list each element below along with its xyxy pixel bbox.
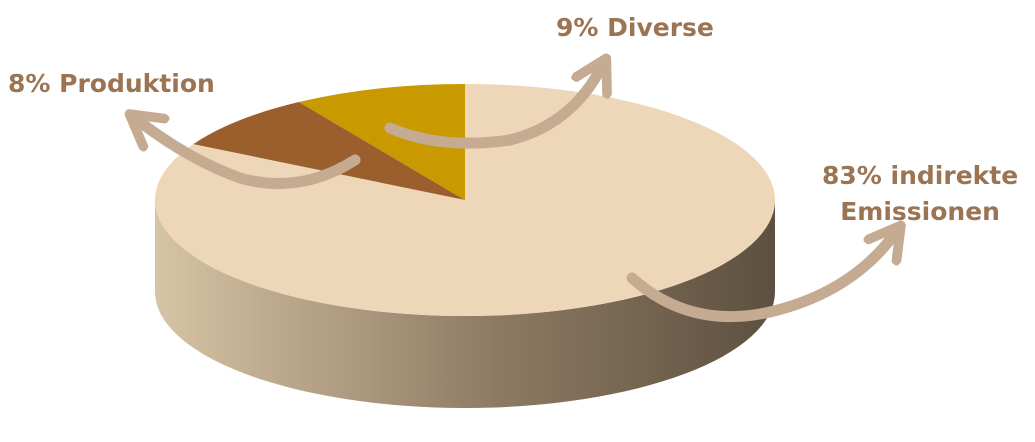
pie-slice-produktion <box>193 102 466 200</box>
pie-slice-diverse <box>298 84 465 200</box>
label-diverse: 9% Diverse <box>556 13 714 42</box>
label-indirekte-emissionen: 83% indirekte Emissionen <box>822 158 1018 230</box>
label-indirekte-line2: Emissionen <box>840 197 1000 226</box>
arrow-produktion <box>140 122 361 190</box>
pie-slice-indirekte-emissionen <box>154 84 775 316</box>
pie-side <box>155 200 775 408</box>
label-produktion: 8% Produktion <box>8 69 215 98</box>
label-indirekte-line1: 83% indirekte <box>822 161 1019 190</box>
arrow-diverse <box>384 70 600 149</box>
arrow-indirekte <box>626 236 893 323</box>
pie-slices <box>154 84 775 316</box>
